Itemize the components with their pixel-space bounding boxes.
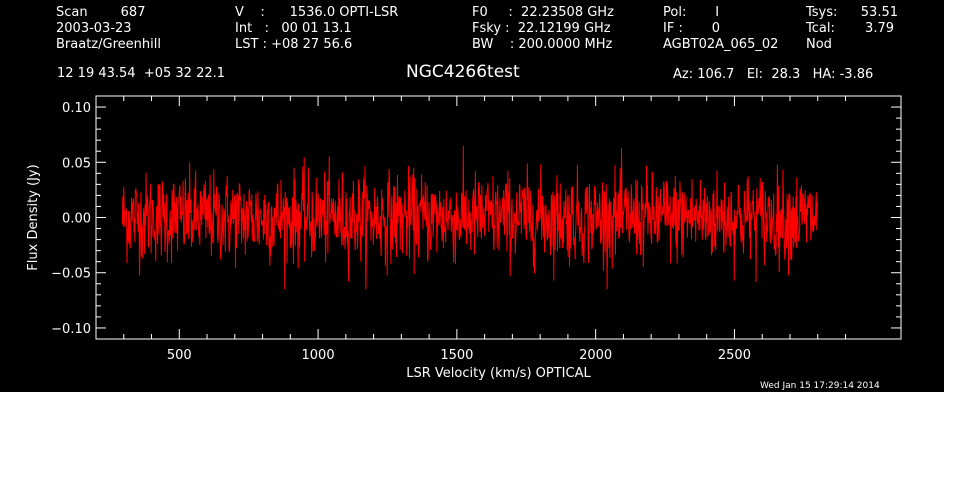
y-tick-label: 0.10 <box>62 101 91 116</box>
header-if: IF : 0 <box>663 21 721 36</box>
y-tick-label: −0.05 <box>51 267 91 282</box>
y-tick-label: −0.10 <box>51 322 91 337</box>
header-tsys-label: Tsys: <box>806 5 838 20</box>
header-observer: Braatz/Greenhill <box>56 37 161 52</box>
x-tick-label: 1000 <box>302 348 335 363</box>
timestamp: Wed Jan 15 17:29:14 2014 <box>760 381 880 391</box>
spectrum-trace-group <box>121 145 819 290</box>
x-axis-label: LSR Velocity (km/s) OPTICAL <box>406 366 591 381</box>
y-tick-label: 0.00 <box>62 212 91 227</box>
header-nod-label: Nod <box>806 37 832 52</box>
y-axis-label: Flux Density (Jy) <box>26 164 41 270</box>
header-tcal-label: Tcal: <box>806 21 835 36</box>
x-tick-label: 500 <box>167 348 192 363</box>
header-f0: F0 : 22.23508 GHz <box>472 5 614 20</box>
header-lst: LST : +08 27 56.6 <box>235 37 353 52</box>
header-bw: BW : 200.0000 MHz <box>472 37 613 52</box>
y-tick-label: 0.05 <box>62 156 91 171</box>
pointing-info: Az: 106.7 El: 28.3 HA: -3.86 <box>673 67 874 82</box>
x-axis-ticks: 500 1000 1500 2000 2500 <box>123 96 846 363</box>
spectrum-trace <box>121 145 819 290</box>
header-scan: Scan 687 <box>56 5 146 20</box>
x-tick-label: 2000 <box>579 348 612 363</box>
header-integration: Int : 00 01 13.1 <box>235 21 352 36</box>
chart-title: NGC4266test <box>406 62 520 82</box>
y-axis-ticks: −0.10 −0.05 0.00 0.05 0.10 <box>51 101 901 337</box>
header-velocity: V : 1536.0 OPTI-LSR <box>235 5 399 20</box>
header-date: 2003-03-23 <box>56 21 132 36</box>
header-project: AGBT02A_065_02 <box>663 37 779 52</box>
header-pol: Pol: I <box>663 5 720 20</box>
source-coordinates: 12 19 43.54 +05 32 22.1 <box>57 66 226 81</box>
header-fsky: Fsky : 22.12199 GHz <box>472 21 611 36</box>
header-tsys-value: 53.51 <box>860 5 898 20</box>
x-tick-label: 1500 <box>440 348 473 363</box>
spectrum-chart: 500 1000 1500 2000 2500 −0.10 −0.05 0.00 0.05 0.… <box>26 95 902 381</box>
header-tcal-value: 3.79 <box>865 21 894 36</box>
x-tick-label: 2500 <box>718 348 751 363</box>
